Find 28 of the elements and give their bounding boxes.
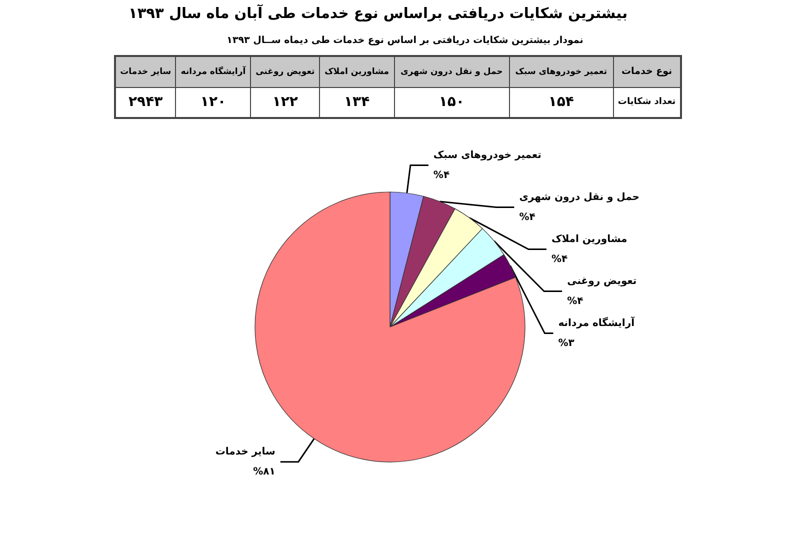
- text: بیشترین شکایات دریافتی براساس نوع خدمات طی آبان ماه سال ۱۳۹۳: [127, 6, 629, 22]
- category-label: سایر خدمات: [115, 56, 176, 87]
- text: تعداد شکایات: [613, 87, 681, 118]
- slice-label: مشاورین املاک: [551, 234, 628, 245]
- category-label: مشاورین املاک: [320, 56, 394, 87]
- data-label: %۴: [551, 254, 568, 265]
- category-label: حمل و نقل درون شهری: [394, 56, 510, 87]
- data-label: ۱۵۴: [509, 87, 614, 118]
- slice-label: آرایشگاه مردانه: [558, 316, 636, 329]
- slice-label: سایر خدمات: [215, 446, 276, 458]
- slice-label: تعمیر خودروهای سبک: [433, 150, 542, 161]
- category-label: آرایشگاه مردانه: [176, 56, 251, 87]
- data-label: ۱۵۰: [394, 87, 510, 118]
- data-label: %۴: [567, 296, 584, 307]
- category-label: تعویض روغنی: [250, 56, 320, 87]
- text: نوع خدمات: [613, 56, 681, 87]
- data-label: ۱۲۲: [250, 87, 320, 118]
- data-label: %۴: [433, 170, 450, 181]
- data-label: ۱۳۴: [320, 87, 394, 118]
- text: نمودار بیشترین شکایات دریافتی بر اساس نوع خدمات طی دیماه ســال ۱۳۹۳: [226, 35, 584, 46]
- category-label: تعمیر خودروهای سبک: [509, 56, 614, 87]
- data-label: ۲۹۴۳: [115, 87, 176, 118]
- data-label: %۴: [519, 212, 536, 223]
- data-label: %۸۱: [253, 466, 276, 478]
- slice-label: حمل و نقل درون شهری: [519, 192, 640, 203]
- data-label: ۱۲۰: [176, 87, 251, 118]
- data-label: %۳: [558, 338, 574, 349]
- slice-label: تعویض روغنی: [567, 276, 637, 287]
